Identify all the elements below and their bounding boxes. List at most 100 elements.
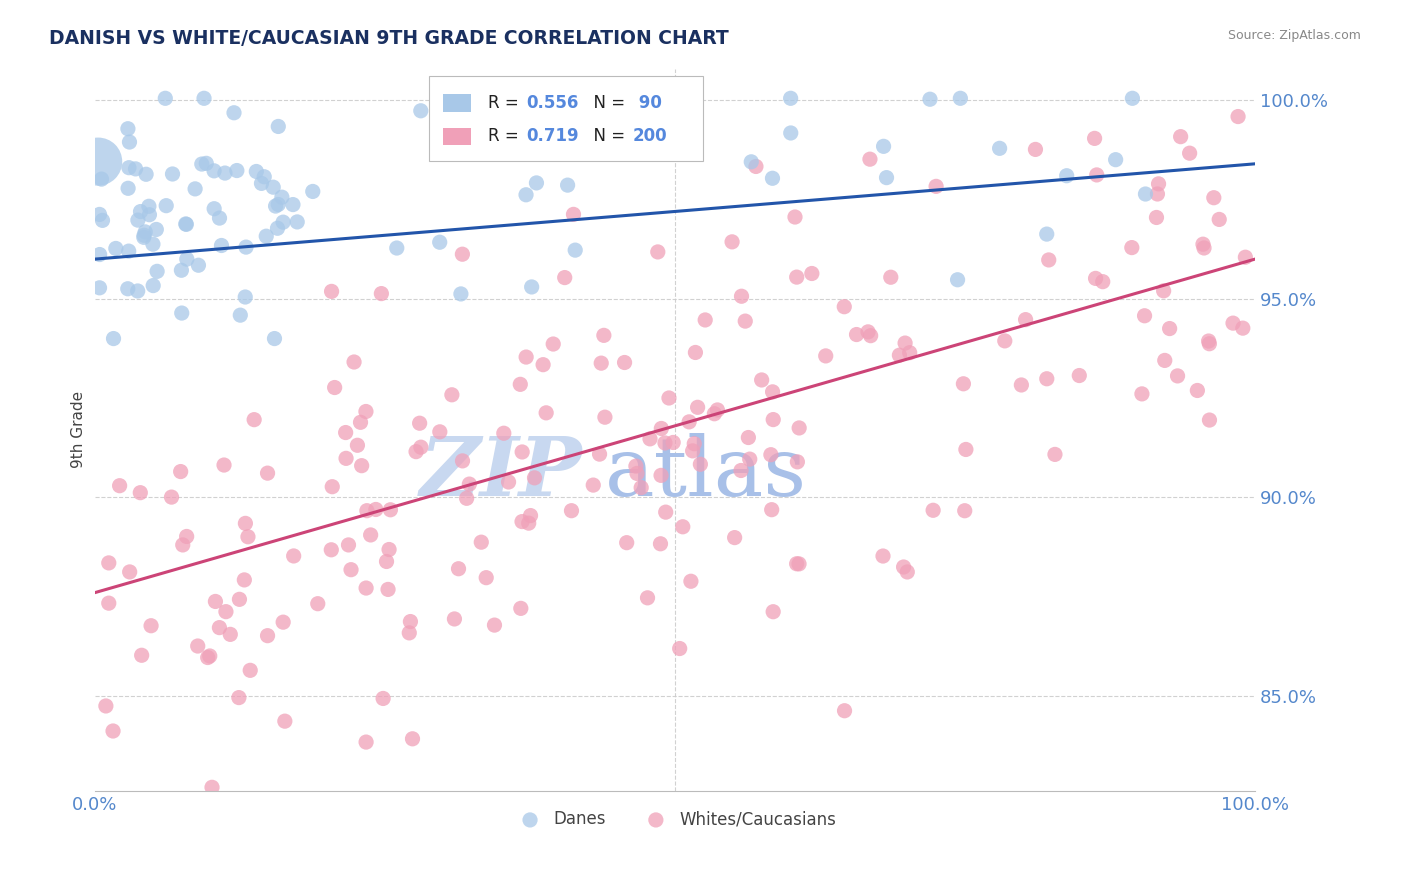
Point (409, 103, 432, 118)
Point (647, 244, 669, 259)
Point (952, 376, 974, 391)
Point (1085, 168, 1108, 182)
Point (89, 281, 111, 295)
Point (204, 594, 226, 608)
Point (557, 178, 579, 193)
Point (208, 211, 231, 225)
Point (184, 182, 207, 196)
Point (832, 300, 855, 314)
Point (335, 451, 357, 466)
Point (1010, 378, 1032, 392)
Point (787, 421, 810, 435)
Point (650, 421, 672, 435)
Point (228, 592, 250, 607)
Point (243, 412, 266, 426)
Point (228, 690, 250, 705)
Point (170, 263, 193, 277)
Point (658, 391, 681, 405)
Point (89, 207, 111, 221)
Point (401, 731, 423, 746)
Point (274, 714, 297, 728)
Point (1038, 252, 1060, 267)
Point (730, 463, 752, 477)
Point (219, 627, 242, 641)
Point (1133, 309, 1156, 323)
Point (360, 528, 382, 542)
Point (492, 426, 515, 441)
Point (650, 468, 672, 483)
Point (139, 618, 162, 632)
Point (761, 384, 783, 399)
Point (155, 91, 177, 105)
Point (1135, 187, 1157, 202)
Point (155, 199, 177, 213)
Point (706, 403, 728, 417)
Point (683, 436, 706, 450)
Point (894, 336, 917, 351)
Point (350, 458, 373, 473)
Point (1187, 384, 1209, 398)
Point (1104, 153, 1126, 167)
Point (872, 549, 894, 563)
Point (484, 618, 506, 632)
Point (176, 252, 198, 267)
Point (762, 605, 785, 619)
Text: N =: N = (583, 128, 631, 145)
Text: ZIP: ZIP (419, 434, 582, 513)
Point (271, 215, 294, 229)
Point (135, 167, 157, 181)
Point (591, 356, 613, 370)
Point (456, 491, 478, 506)
Point (409, 440, 432, 454)
Point (800, 267, 823, 281)
Point (1227, 110, 1250, 124)
Point (146, 264, 169, 278)
Point (1024, 143, 1046, 157)
Point (922, 503, 945, 517)
Point (162, 167, 184, 181)
Point (262, 180, 284, 194)
Point (994, 334, 1017, 348)
Point (682, 443, 704, 458)
Point (624, 459, 647, 474)
Point (638, 432, 661, 446)
Point (509, 377, 531, 392)
Point (447, 562, 470, 576)
Point (187, 258, 209, 272)
Point (198, 648, 221, 663)
Point (1198, 334, 1220, 348)
Point (470, 535, 492, 549)
Point (129, 204, 152, 219)
Point (172, 538, 194, 552)
Point (626, 467, 648, 481)
Point (786, 270, 808, 285)
Point (519, 508, 541, 523)
Point (1198, 413, 1220, 427)
Point (117, 181, 139, 195)
Point (510, 445, 533, 459)
Point (1192, 241, 1215, 255)
Point (880, 270, 903, 285)
Point (988, 141, 1011, 155)
Point (637, 591, 659, 605)
Point (721, 235, 744, 249)
Point (515, 350, 537, 364)
Point (377, 582, 399, 597)
Point (517, 516, 540, 530)
Point (254, 229, 277, 244)
Point (946, 273, 969, 287)
Point (101, 724, 124, 739)
Point (953, 504, 976, 518)
Point (534, 406, 557, 420)
Point (142, 237, 165, 252)
Point (378, 542, 401, 557)
Point (176, 218, 198, 232)
Point (786, 557, 808, 571)
Point (1056, 169, 1078, 183)
Point (340, 563, 363, 577)
Point (370, 286, 392, 301)
Text: Source: ZipAtlas.com: Source: ZipAtlas.com (1227, 29, 1361, 42)
Point (380, 503, 402, 517)
Point (197, 650, 219, 665)
Text: DANISH VS WHITE/CAUCASIAN 9TH GRADE CORRELATION CHART: DANISH VS WHITE/CAUCASIAN 9TH GRADE CORR… (49, 29, 728, 47)
